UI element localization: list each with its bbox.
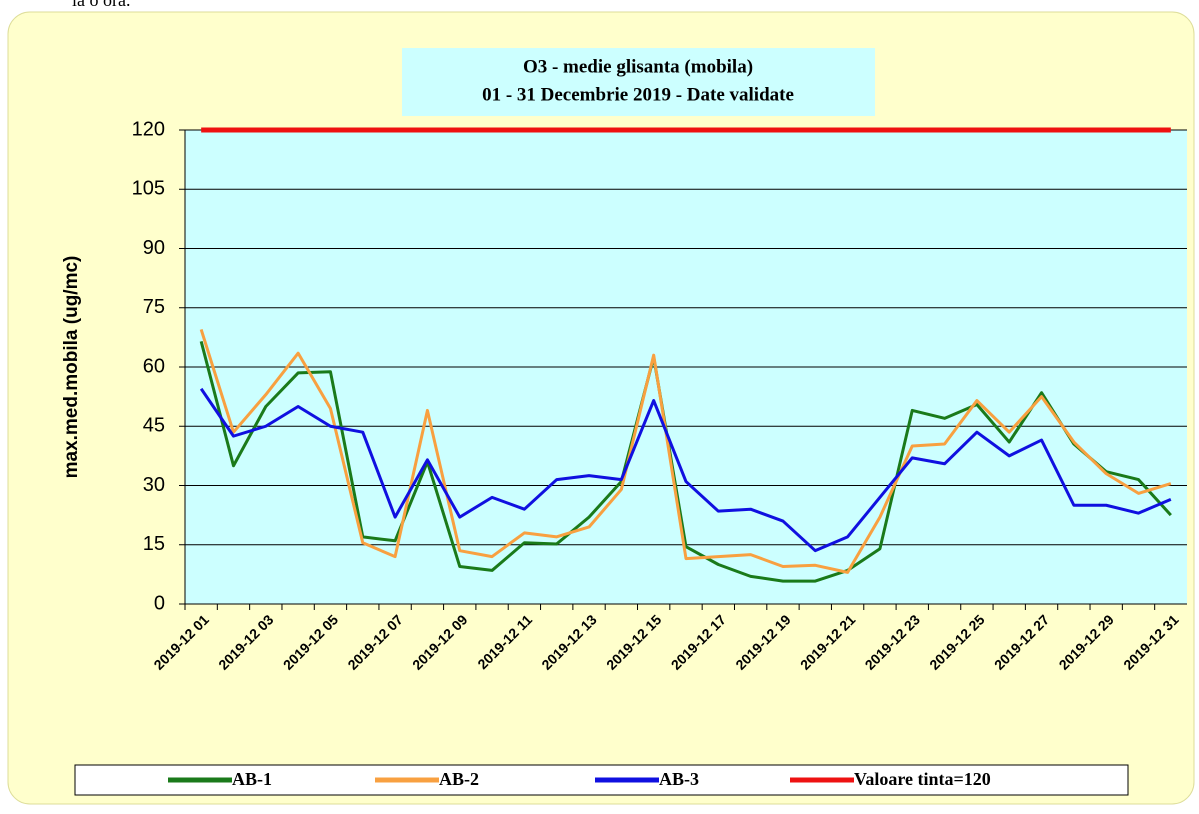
y-tick-label: 90 [143,237,165,259]
y-tick-label: 120 [132,118,165,140]
chart-title: O3 - medie glisanta (mobila) [523,56,753,77]
series-line [199,329,1172,574]
y-tick-label: 30 [143,474,165,496]
series-line [199,387,1172,553]
y-tick-label: 75 [143,296,165,318]
y-tick-label: 15 [143,533,165,555]
y-tick-label: 45 [143,415,165,437]
legend-label: AB-1 [232,769,272,789]
y-tick-label: 0 [154,592,165,614]
y-axis-label: max.med.mobila (ug/mc) [61,256,82,479]
y-tick-label: 60 [143,355,165,377]
title-box [402,48,875,116]
legend-label: AB-3 [659,769,699,789]
chart-subtitle: 01 - 31 Decembrie 2019 - Date validate [482,84,794,105]
legend-label: Valoare tinta=120 [854,769,991,789]
y-tick-label: 105 [132,178,165,200]
top-text: la o ora. [72,0,130,10]
legend [74,764,1129,796]
legend-label: AB-2 [439,769,479,789]
